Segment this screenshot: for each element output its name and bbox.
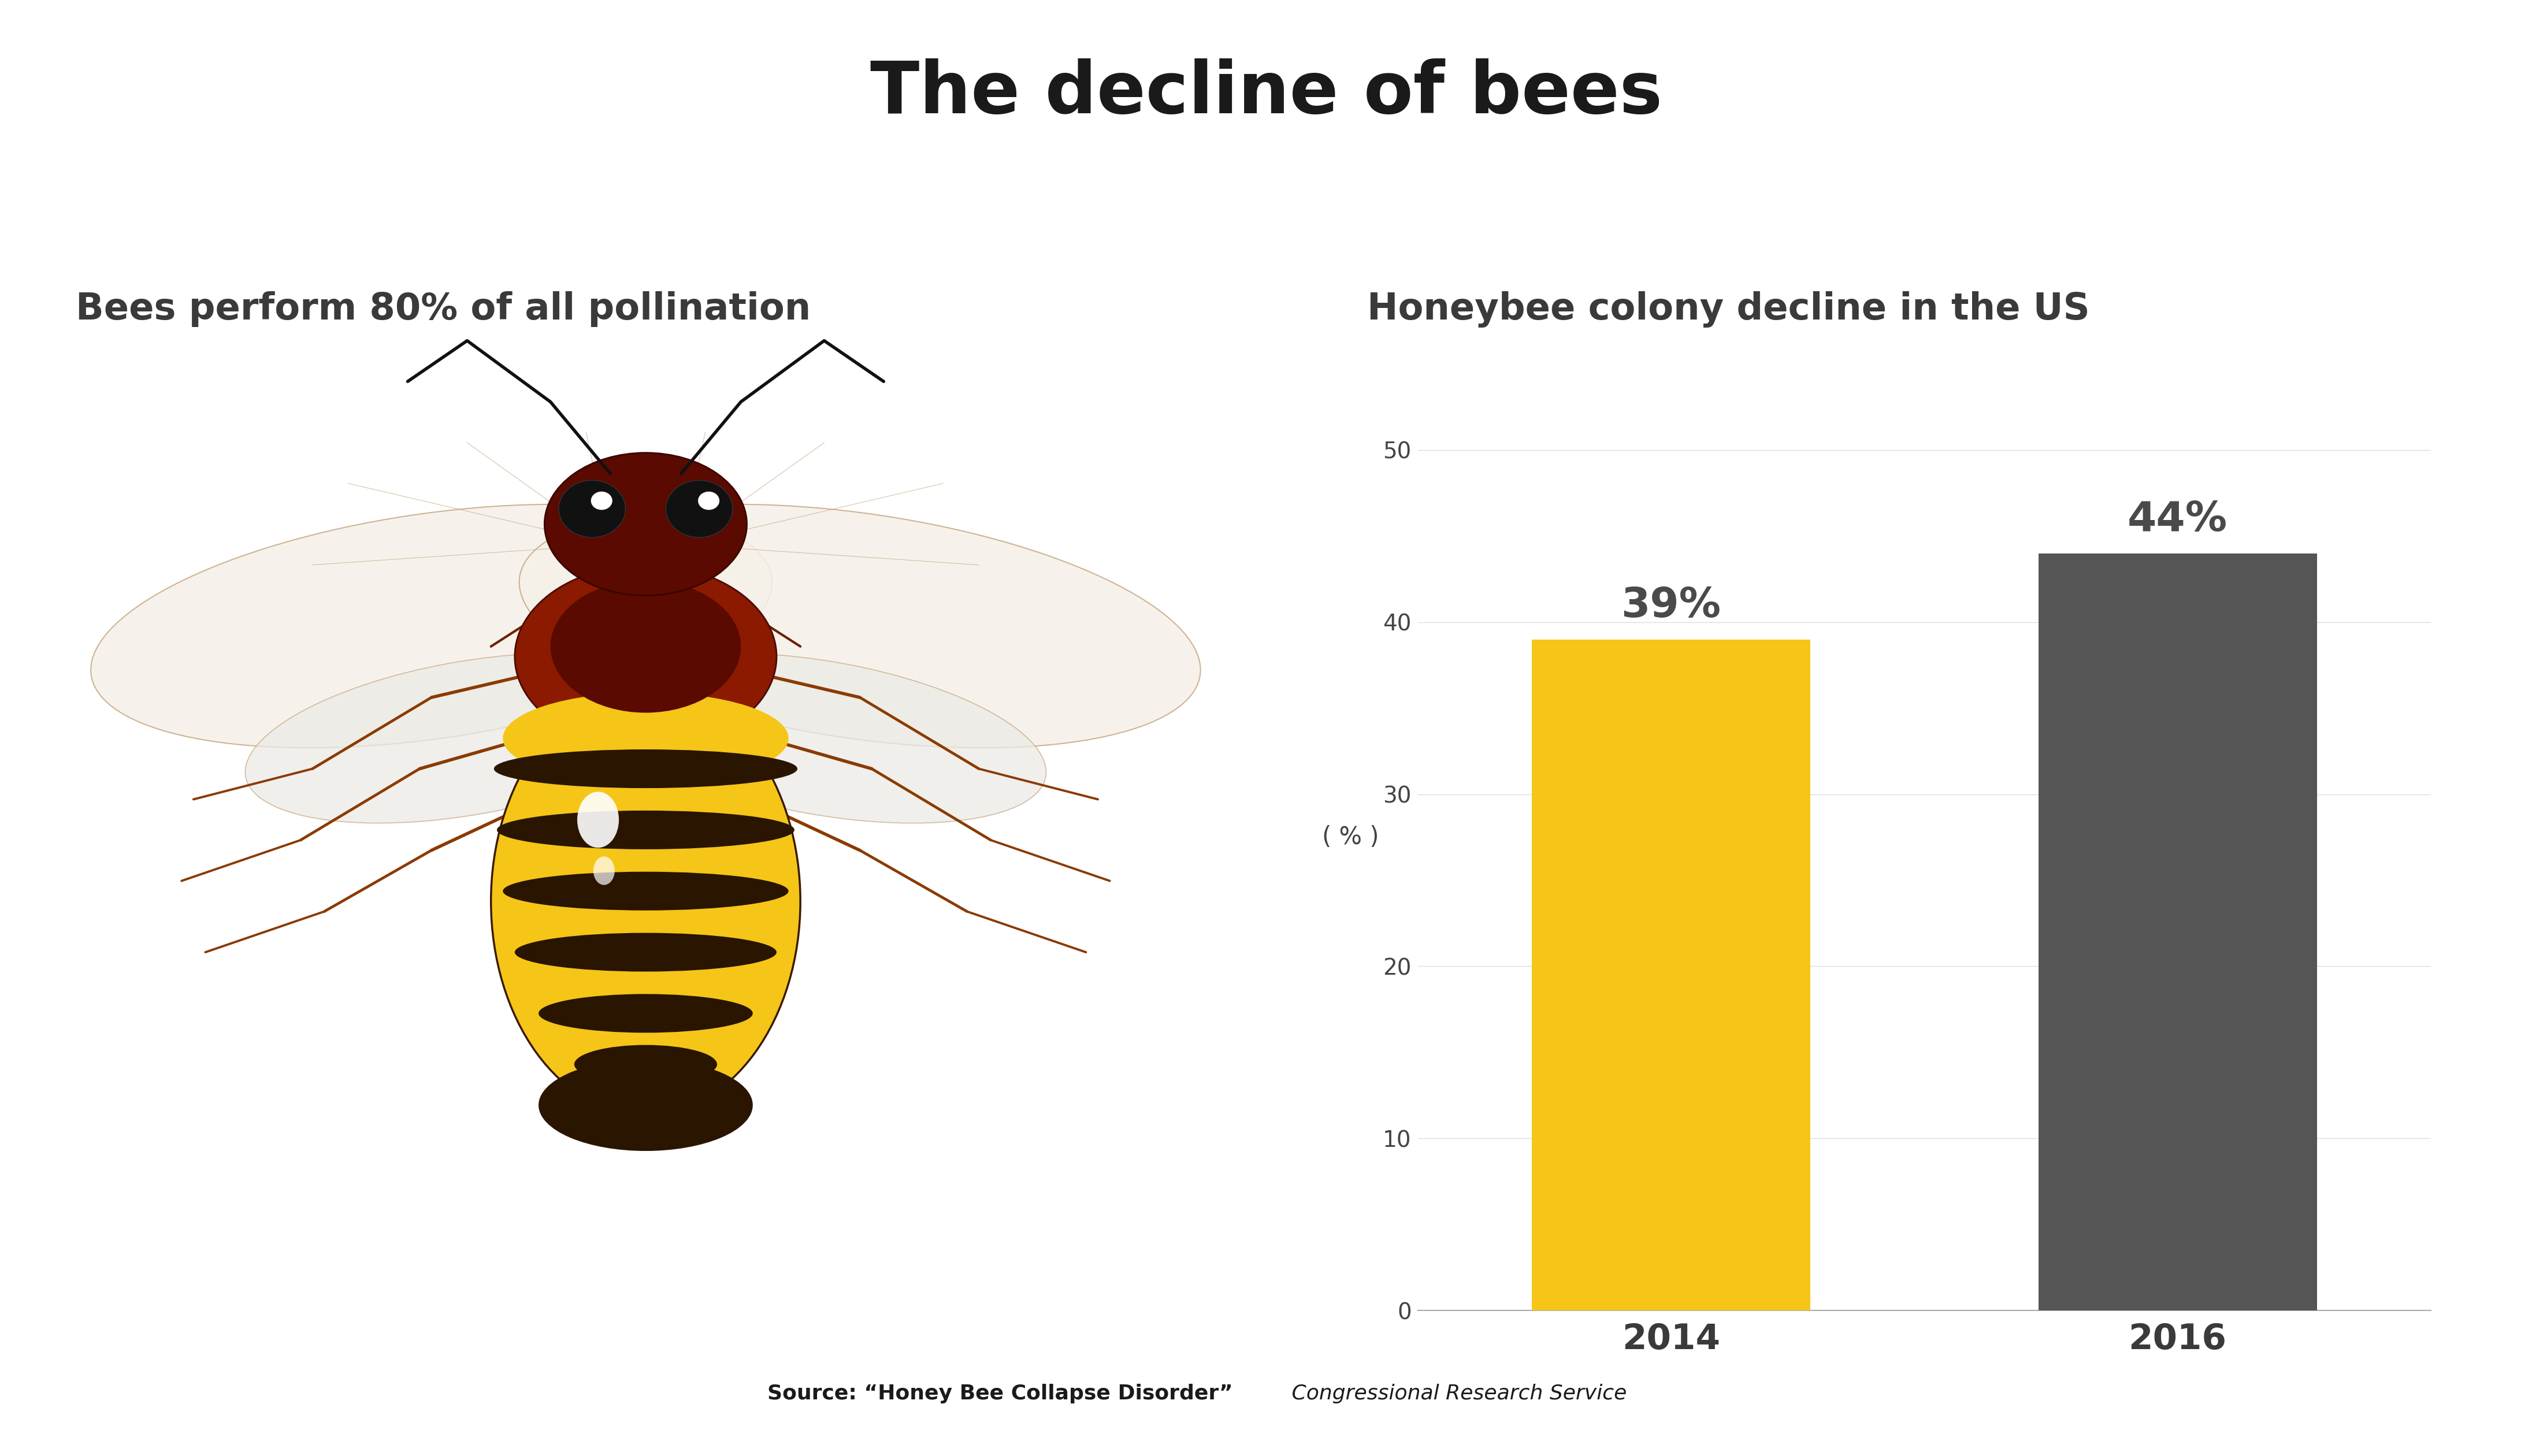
Ellipse shape [496,811,795,849]
Ellipse shape [575,1045,717,1083]
Text: 39%: 39% [1620,585,1722,626]
Bar [2038,553,2317,1310]
Text: Source: “Honey Bee Collapse Disorder”: Source: “Honey Bee Collapse Disorder” [767,1385,1233,1404]
Ellipse shape [549,581,742,713]
Ellipse shape [539,994,752,1032]
Ellipse shape [603,654,1046,823]
Text: Bees perform 80% of all pollination: Bees perform 80% of all pollination [76,291,810,328]
Ellipse shape [514,933,777,971]
Ellipse shape [504,693,787,783]
Text: Honeybee colony decline in the US: Honeybee colony decline in the US [1367,291,2089,328]
Ellipse shape [519,504,1200,748]
Ellipse shape [91,504,772,748]
Ellipse shape [246,654,689,823]
Circle shape [699,492,719,510]
Ellipse shape [544,453,747,596]
Circle shape [666,480,732,537]
Ellipse shape [514,565,777,748]
Ellipse shape [494,750,798,788]
Bar [1532,639,1810,1310]
Text: 44%: 44% [2127,499,2228,540]
Ellipse shape [592,856,615,885]
Ellipse shape [491,687,800,1115]
Circle shape [560,480,625,537]
Text: Congressional Research Service: Congressional Research Service [1286,1385,1626,1404]
Y-axis label: ( % ): ( % ) [1322,826,1380,849]
Ellipse shape [539,1060,752,1150]
Text: The decline of bees: The decline of bees [871,58,1661,128]
Ellipse shape [504,872,787,910]
Ellipse shape [577,792,618,847]
Circle shape [590,492,613,510]
